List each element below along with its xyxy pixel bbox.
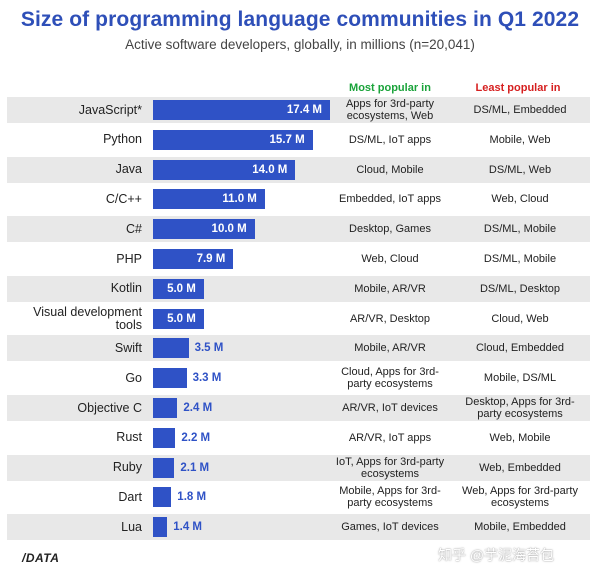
bar-value-label: 15.7 M (269, 133, 305, 146)
least-popular-cell: Web, Embedded (479, 461, 561, 474)
language-label: C/C++ (105, 191, 142, 206)
least-popular-header: Least popular in (475, 82, 561, 94)
chart-row: Swift 3.5 M Mobile, AR/VR Cloud, Embedded (7, 335, 590, 362)
most-popular-cell: DS/ML, IoT apps (348, 133, 432, 146)
least-popular-cell: Mobile, Embedded (474, 521, 566, 534)
least-popular-cell: Cloud, Web (491, 312, 549, 325)
language-label: Lua (121, 519, 142, 534)
most-popular-cell: Mobile, AR/VR (354, 282, 426, 295)
least-popular-cell: DS/ML, Web (488, 163, 552, 176)
bar (153, 398, 178, 418)
bar-value-label: 3.3 M (192, 372, 222, 385)
least-popular-cell: DS/ML, Mobile (483, 223, 557, 236)
bar-value-label: 17.4 M (286, 104, 322, 116)
bar (153, 457, 175, 478)
bar (153, 338, 189, 359)
chart-row: Go 3.3 M Cloud, Apps for 3rd-party ecosyst… (7, 365, 590, 391)
bar (153, 308, 204, 329)
most-popular-cell: Games, IoT devices (341, 521, 439, 534)
bar-value-label: 2.1 M (180, 461, 210, 474)
least-popular-cell: Mobile, Web (489, 133, 551, 146)
bar-value-label: 7.9 M (196, 253, 226, 265)
bar (153, 249, 234, 269)
chart-row: Rust 2.2 M AR/VR, IoT apps Web, Mobile (7, 425, 590, 451)
most-popular-cell: AR/VR, IoT apps (348, 431, 432, 444)
bar-value-label: 5.0 M (167, 312, 196, 325)
bar-value-label: 11.0 M (222, 193, 257, 206)
bar (153, 278, 204, 299)
most-popular-cell: AR/VR, Desktop (349, 312, 431, 325)
chart-row: JavaScript* 17.4 M Apps for 3rd-party ecos… (7, 97, 590, 123)
bar-value-label: 2.4 M (183, 402, 213, 414)
language-label: Rust (116, 430, 142, 445)
language-label: Swift (114, 340, 142, 355)
bar-value-label: 3.5 M (194, 342, 224, 355)
language-label: Java (115, 162, 142, 177)
chart-row: Java 14.0 M Cloud, Mobile DS/ML, Web (7, 156, 590, 183)
language-label: Objective C (77, 400, 142, 415)
chart-row: C/C++ 11.0 M Embedded, IoT apps Web, Cloud (7, 186, 590, 212)
least-popular-cell: Web, Apps for 3rd-party ecosystems (462, 485, 578, 510)
chart-row: Objective C 2.4 M AR/VR, IoT devices Deskto… (7, 395, 590, 421)
bar-value-label: 14.0 M (252, 163, 288, 176)
language-label: Dart (118, 489, 142, 504)
bar-value-label: 2.2 M (181, 431, 211, 444)
most-popular-cell: Desktop, Games (349, 223, 431, 236)
most-popular-header: Most popular in (349, 82, 431, 94)
most-popular-cell: Web, Cloud (361, 253, 419, 265)
least-popular-cell: DS/ML, Embedded (473, 104, 567, 116)
chart-row: C# 10.0 M Desktop, Games DS/ML, Mobile (7, 216, 590, 243)
watermark: 知乎 @芋泥海苔包 (438, 547, 555, 563)
bar (153, 517, 168, 538)
chart-row: Python 15.7 M DS/ML, IoT apps Mobile, Web (7, 127, 590, 153)
bar (153, 189, 265, 210)
least-popular-cell: Web, Cloud (491, 193, 549, 206)
most-popular-cell: Mobile, AR/VR (354, 342, 426, 355)
most-popular-cell: Cloud, Mobile (356, 163, 424, 176)
language-label: Kotlin (110, 281, 142, 296)
chart-row: PHP 7.9 M Web, Cloud DS/ML, Mobile (7, 246, 590, 272)
language-label: JavaScript* (78, 102, 142, 117)
most-popular-cell: AR/VR, IoT devices (342, 402, 438, 414)
bar (153, 129, 313, 150)
least-popular-cell: Cloud, Embedded (475, 342, 565, 355)
bar-value-label: 1.4 M (173, 521, 202, 534)
bar (153, 159, 296, 180)
chart-row: Kotlin 5.0 M Mobile, AR/VR DS/ML, Desktop (7, 275, 590, 302)
least-popular-cell: DS/ML, Desktop (479, 282, 561, 295)
bar (153, 427, 176, 448)
language-label: Go (125, 370, 142, 385)
most-popular-cell: Apps for 3rd-party ecosystems, Web (345, 98, 435, 122)
chart-row: Ruby 2.1 M IoT, Apps for 3rd-party ecosyst… (7, 454, 590, 481)
chart-row: Dart 1.8 M Mobile, Apps for 3rd-party ecos… (7, 484, 590, 510)
bar-value-label: 5.0 M (167, 282, 196, 295)
language-label: C# (126, 221, 142, 236)
chart-subtitle: Active software developers, globally, in… (125, 37, 475, 52)
bar-value-label: 10.0 M (211, 223, 247, 236)
bar-value-label: 1.8 M (177, 491, 207, 504)
language-label: PHP (116, 251, 142, 266)
most-popular-cell: IoT, Apps for 3rd-party ecosystems (335, 455, 445, 480)
bar (153, 100, 330, 120)
most-popular-cell: Embedded, IoT apps (339, 193, 441, 206)
bar (153, 368, 187, 389)
bar (153, 487, 172, 508)
least-popular-cell: Desktop, Apps for 3rd-party ecosystems (465, 396, 575, 420)
language-label: Visual development tools (33, 304, 142, 332)
bar (153, 219, 255, 240)
least-popular-cell: Mobile, DS/ML (483, 372, 557, 385)
chart-title: Size of programming language communities… (20, 8, 580, 31)
language-label: Ruby (112, 460, 142, 475)
language-label: Python (103, 132, 142, 147)
chart-row: Visual development tools 5.0 M AR/VR, Desk… (7, 304, 590, 332)
least-popular-cell: Web, Mobile (489, 431, 551, 444)
least-popular-cell: DS/ML, Mobile (483, 253, 557, 265)
most-popular-cell: Cloud, Apps for 3rd-party ecosystems (341, 366, 439, 391)
chart-row: Lua 1.4 M Games, IoT devices Mobile, Embedd… (7, 514, 590, 541)
data-logo: /DATA (22, 551, 60, 565)
most-popular-cell: Mobile, Apps for 3rd-party ecosystems (339, 485, 441, 510)
